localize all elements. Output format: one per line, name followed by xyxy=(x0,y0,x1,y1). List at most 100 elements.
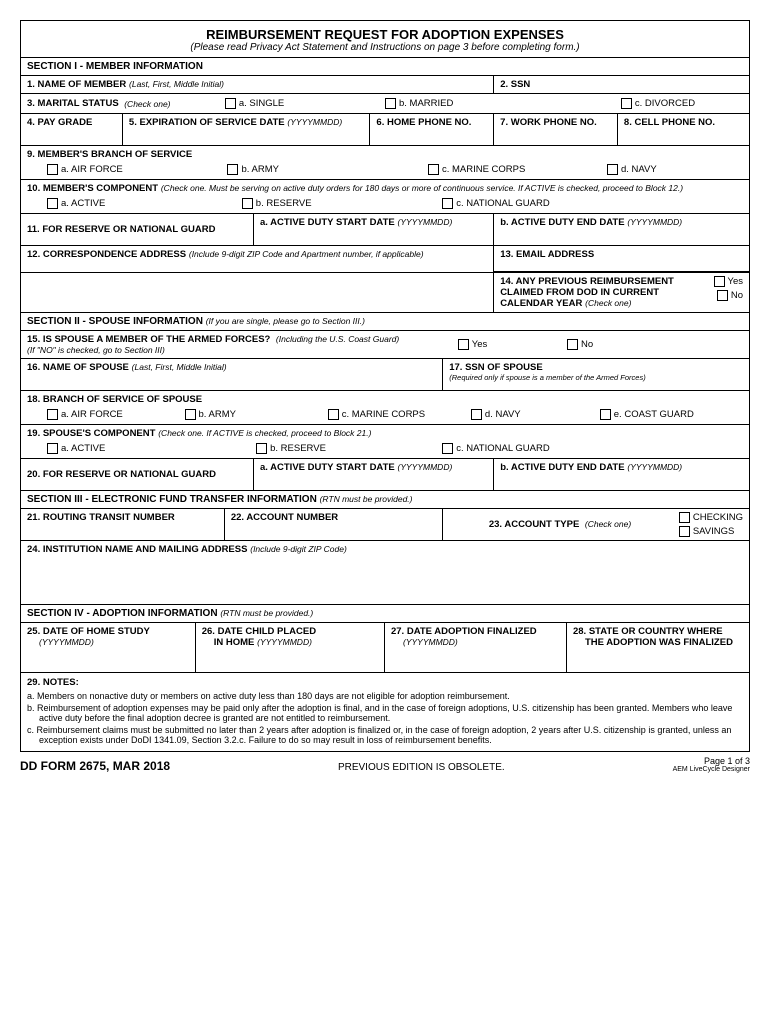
form-number: DD FORM 2675, MAR 2018 xyxy=(20,759,170,773)
field-18-label: 18. BRANCH OF SERVICE OF SPOUSE xyxy=(27,394,202,405)
field-15-hint2: (If "NO" is checked, go to Section III) xyxy=(27,345,452,355)
designer-credit: AEM LiveCycle Designer xyxy=(673,766,750,773)
field-19-hint: (Check one. If ACTIVE is checked, procee… xyxy=(158,428,371,438)
field-15-hint: (Including the U.S. Coast Guard) xyxy=(276,334,399,344)
field-3-label: 3. MARITAL STATUS xyxy=(27,98,119,109)
field-14-line1: 14. ANY PREVIOUS REIMBURSEMENT xyxy=(500,276,707,287)
checkbox-single[interactable] xyxy=(225,98,236,109)
checkbox-sp-coastguard[interactable] xyxy=(600,409,611,420)
field-8-label: 8. CELL PHONE NO. xyxy=(624,117,715,128)
field-26-label: 26. DATE CHILD PLACED xyxy=(202,626,378,637)
field-20-label: 20. FOR RESERVE OR NATIONAL GUARD xyxy=(27,469,216,480)
checkbox-army[interactable] xyxy=(227,164,238,175)
checkbox-marines[interactable] xyxy=(428,164,439,175)
field-22-label: 22. ACCOUNT NUMBER xyxy=(231,512,338,523)
opt-married: b. MARRIED xyxy=(399,98,453,109)
checkbox-married[interactable] xyxy=(385,98,396,109)
checkbox-sp-navy[interactable] xyxy=(471,409,482,420)
checkbox-sp-active[interactable] xyxy=(47,443,58,454)
field-17-label: 17. SSN OF SPOUSE xyxy=(449,362,743,373)
field-15-label: 15. IS SPOUSE A MEMBER OF THE ARMED FORC… xyxy=(27,334,270,345)
field-24-label: 24. INSTITUTION NAME AND MAILING ADDRESS xyxy=(27,544,247,555)
form-title: REIMBURSEMENT REQUEST FOR ADOPTION EXPEN… xyxy=(21,27,749,42)
field-6-label: 6. HOME PHONE NO. xyxy=(376,117,471,128)
field-20b-label: b. ACTIVE DUTY END DATE xyxy=(500,462,624,473)
opt-marines: c. MARINE CORPS xyxy=(442,164,525,175)
checkbox-sp-reserve[interactable] xyxy=(256,443,267,454)
field-11b-hint: (YYYYMMDD) xyxy=(627,217,682,227)
field-10-label: 10. MEMBER'S COMPONENT xyxy=(27,183,158,194)
section1-header: SECTION I - MEMBER INFORMATION xyxy=(21,58,749,76)
checkbox-divorced[interactable] xyxy=(621,98,632,109)
field-12-hint: (Include 9-digit ZIP Code and Apartment … xyxy=(189,249,424,259)
field-1-hint: (Last, First, Middle Initial) xyxy=(129,79,224,89)
field-12-label: 12. CORRESPONDENCE ADDRESS xyxy=(27,249,186,260)
opt-yes: Yes xyxy=(728,276,744,287)
opt-spouse-no: No xyxy=(581,339,593,350)
field-27-label: 27. DATE ADOPTION FINALIZED xyxy=(391,626,560,637)
checkbox-navy[interactable] xyxy=(607,164,618,175)
footer: DD FORM 2675, MAR 2018 PREVIOUS EDITION … xyxy=(20,756,750,773)
opt-single: a. SINGLE xyxy=(239,98,284,109)
checkbox-savings[interactable] xyxy=(679,526,690,537)
notes-block: 29. NOTES: a. Members on nonactive duty … xyxy=(21,673,749,751)
field-14-line3: CALENDAR YEAR xyxy=(500,298,582,309)
checkbox-sp-airforce[interactable] xyxy=(47,409,58,420)
section4-header: SECTION IV - ADOPTION INFORMATION (RTN m… xyxy=(21,605,749,623)
note-b: b. Reimbursement of adoption expenses ma… xyxy=(39,703,743,723)
checkbox-reserve[interactable] xyxy=(242,198,253,209)
section2-header: SECTION II - SPOUSE INFORMATION (If you … xyxy=(21,313,749,331)
field-17-hint: (Required only if spouse is a member of … xyxy=(449,373,743,382)
field-14-line2: CLAIMED FROM DOD IN CURRENT xyxy=(500,287,707,298)
field-23-label: 23. ACCOUNT TYPE xyxy=(489,519,579,530)
opt-divorced: c. DIVORCED xyxy=(635,98,695,109)
field-16-hint: (Last, First, Middle Initial) xyxy=(132,362,227,372)
field-11b-label: b. ACTIVE DUTY END DATE xyxy=(500,217,624,228)
notes-header: 29. NOTES: xyxy=(27,677,743,688)
checkbox-spouse-yes[interactable] xyxy=(458,339,469,350)
form-subtitle: (Please read Privacy Act Statement and I… xyxy=(21,42,749,53)
note-c: c. Reimbursement claims must be submitte… xyxy=(39,725,743,745)
field-20a-label: a. ACTIVE DUTY START DATE xyxy=(260,462,395,473)
note-a: a. Members on nonactive duty or members … xyxy=(39,691,743,701)
checkbox-prev-yes[interactable] xyxy=(714,276,725,287)
checkbox-natguard[interactable] xyxy=(442,198,453,209)
field-10-hint: (Check one. Must be serving on active du… xyxy=(161,183,683,193)
opt-natguard: c. NATIONAL GUARD xyxy=(456,198,549,209)
field-4-label: 4. PAY GRADE xyxy=(27,117,92,128)
opt-navy: d. NAVY xyxy=(621,164,657,175)
checkbox-sp-army[interactable] xyxy=(185,409,196,420)
checkbox-sp-natguard[interactable] xyxy=(442,443,453,454)
checkbox-prev-no[interactable] xyxy=(717,290,728,301)
field-14-hint: (Check one) xyxy=(585,298,631,308)
field-5-label: 5. EXPIRATION OF SERVICE DATE xyxy=(129,117,285,128)
field-5-hint: (YYYYMMDD) xyxy=(287,117,342,127)
field-28-label2: THE ADOPTION WAS FINALIZED xyxy=(573,637,743,648)
field-9-label: 9. MEMBER'S BRANCH OF SERVICE xyxy=(27,149,192,160)
obsolete-notice: PREVIOUS EDITION IS OBSOLETE. xyxy=(338,762,505,773)
opt-reserve: b. RESERVE xyxy=(256,198,312,209)
checkbox-sp-marines[interactable] xyxy=(328,409,339,420)
opt-army: b. ARMY xyxy=(241,164,279,175)
checkbox-airforce[interactable] xyxy=(47,164,58,175)
field-25-label: 25. DATE OF HOME STUDY xyxy=(27,626,189,637)
field-28-label1: 28. STATE OR COUNTRY WHERE xyxy=(573,626,743,637)
field-3-hint: (Check one) xyxy=(124,99,170,109)
field-1-label: 1. NAME OF MEMBER xyxy=(27,79,126,90)
page-number: Page 1 of 3 xyxy=(673,756,750,766)
checkbox-active[interactable] xyxy=(47,198,58,209)
title-block: REIMBURSEMENT REQUEST FOR ADOPTION EXPEN… xyxy=(21,21,749,58)
field-13-label: 13. EMAIL ADDRESS xyxy=(500,249,594,260)
field-2-label: 2. SSN xyxy=(500,79,530,90)
opt-active: a. ACTIVE xyxy=(61,198,105,209)
field-11-label: 11. FOR RESERVE OR NATIONAL GUARD xyxy=(27,224,215,235)
field-11a-label: a. ACTIVE DUTY START DATE xyxy=(260,217,395,228)
field-21-label: 21. ROUTING TRANSIT NUMBER xyxy=(27,512,175,523)
section3-header: SECTION III - ELECTRONIC FUND TRANSFER I… xyxy=(21,491,749,509)
form-container: REIMBURSEMENT REQUEST FOR ADOPTION EXPEN… xyxy=(20,20,750,752)
checkbox-checking[interactable] xyxy=(679,512,690,523)
opt-airforce: a. AIR FORCE xyxy=(61,164,123,175)
checkbox-spouse-no[interactable] xyxy=(567,339,578,350)
field-19-label: 19. SPOUSE'S COMPONENT xyxy=(27,428,155,439)
opt-spouse-yes: Yes xyxy=(472,339,488,350)
